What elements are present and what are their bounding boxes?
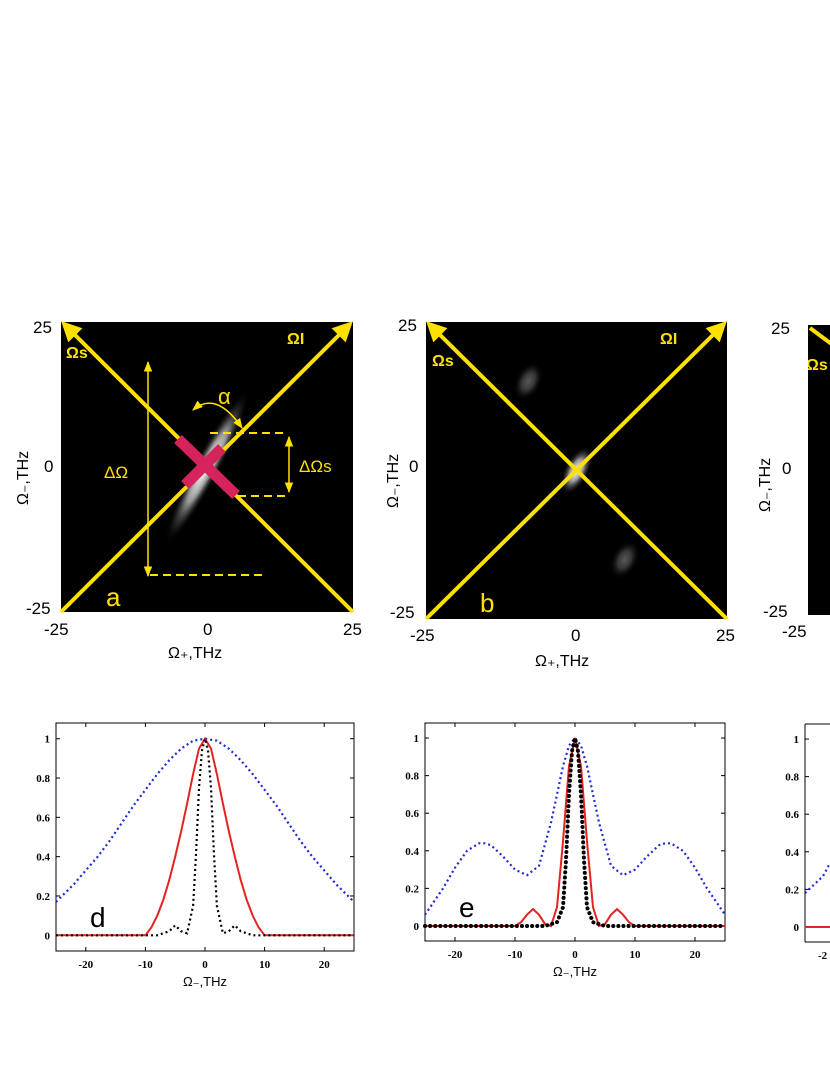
alpha-arc: [192, 400, 243, 429]
y-tick: 0: [409, 457, 418, 476]
y-tick-label: 1: [414, 733, 420, 745]
x-tick-label: 20: [319, 959, 331, 971]
y-tick: 0: [44, 457, 53, 476]
x-tick-label: -10: [138, 959, 153, 971]
heatmap-background: [808, 325, 830, 615]
series-blue-dotted: [424, 736, 726, 916]
y-tick-label: 0.2: [785, 884, 799, 896]
series-red-solid: [56, 736, 354, 937]
y-tick: 0: [782, 459, 791, 478]
signal-axis-label: Ωs: [806, 357, 828, 374]
alpha-label: α: [218, 384, 231, 409]
x-tick-label: 10: [259, 959, 271, 971]
x-tick-label: 20: [690, 949, 702, 961]
heatmap-panel-b: Ωs ΩI b 25 0 -25 -25 0 25 Ω₊,THz Ω₋,THz: [385, 316, 735, 670]
panel-label-e: e: [459, 892, 475, 923]
signal-axis: [426, 321, 729, 621]
y-axis-label: Ω₋,THz: [385, 454, 402, 508]
cross-marker: [174, 435, 240, 499]
signal-axis: [808, 326, 830, 346]
x-tick-label: 0: [572, 949, 578, 961]
heatmap-panel-a: α ΔΩ ΔΩs Ωs ΩI a 25 0 -25 -25 0 25 Ω₊,TH…: [15, 318, 362, 662]
series-black-dotted: [56, 738, 354, 937]
y-tick-label: 0.6: [36, 812, 50, 824]
y-tick: -25: [390, 603, 415, 622]
x-tick-label: -10: [508, 949, 523, 961]
idler-axis-label: ΩI: [660, 331, 677, 348]
y-tick-label: 0.8: [36, 773, 50, 785]
panel-label-b: b: [480, 588, 494, 618]
line-chart-f: 0 0.2 0.4 0.6 0.8 1 -2: [785, 723, 830, 962]
y-tick-label: 0.8: [405, 771, 419, 783]
heatmap-panel-c: Ωs 25 0 -25 -25 Ω₋,THz: [757, 319, 830, 641]
series-blue-dotted: [804, 862, 830, 894]
series-red-solid: [425, 737, 725, 928]
y-tick-label: 0: [414, 921, 420, 933]
y-axis-label: Ω₋,THz: [15, 451, 32, 505]
y-tick-label: 0.2: [36, 891, 50, 903]
y-tick: 25: [398, 316, 417, 335]
y-tick: -25: [26, 599, 51, 618]
x-tick: 0: [203, 620, 212, 639]
x-tick-label: -2: [818, 950, 828, 962]
x-tick: 25: [716, 626, 735, 645]
x-tick-label: -20: [78, 959, 93, 971]
delta-omega-label: ΔΩ: [104, 463, 128, 482]
y-tick: 25: [33, 318, 52, 337]
x-tick-label: 0: [202, 959, 208, 971]
signal-axis-label: Ωs: [432, 353, 454, 370]
line-chart-e: 0 0.2 0.4 0.6 0.8 1 -20 -10 0 10 20 e Ω₋,THz: [405, 722, 727, 979]
y-tick-label: 1: [794, 734, 800, 746]
series-black-dotted: [423, 737, 727, 928]
idler-axis: [424, 321, 727, 621]
x-axis-label: Ω₋,THz: [183, 974, 227, 989]
x-tick-label: 10: [630, 949, 642, 961]
x-tick: -25: [410, 626, 435, 645]
x-tick: -25: [44, 620, 69, 639]
y-tick-label: 0.6: [785, 809, 799, 821]
y-tick-label: 0.6: [405, 808, 419, 820]
y-tick-label: 0.4: [405, 846, 419, 858]
signal-axis-label: Ωs: [66, 345, 88, 362]
idler-axis-label: ΩI: [287, 331, 304, 348]
y-axis-label: Ω₋,THz: [757, 458, 774, 512]
x-tick: -25: [782, 622, 807, 641]
y-tick-label: 0.4: [36, 852, 50, 864]
y-tick-label: 0.8: [785, 772, 799, 784]
y-tick: 25: [771, 319, 790, 338]
y-tick-label: 0: [794, 922, 800, 934]
y-tick: -25: [763, 602, 788, 621]
x-axis-label: Ω₋,THz: [553, 964, 597, 979]
line-chart-d: 0 0.2 0.4 0.6 0.8 1 -20 -10 0 10 20 d Ω₋,THz: [36, 722, 355, 989]
x-axis-label: Ω₊,THz: [168, 645, 222, 662]
x-tick-label: -20: [448, 949, 463, 961]
x-axis-label: Ω₊,THz: [535, 653, 589, 670]
heatmap-blob: [512, 361, 544, 402]
panel-label-a: a: [106, 582, 121, 612]
panel-label-d: d: [90, 902, 106, 933]
delta-omega-s-label: ΔΩs: [299, 457, 332, 476]
y-tick-label: 0.4: [785, 847, 799, 859]
y-tick-label: 1: [45, 734, 51, 746]
heatmap-blob: [609, 539, 641, 580]
series-blue-dotted: [55, 737, 355, 903]
y-tick-label: 0.2: [405, 883, 419, 895]
x-tick: 0: [571, 626, 580, 645]
y-tick-label: 0: [45, 930, 51, 942]
x-tick: 25: [343, 620, 362, 639]
